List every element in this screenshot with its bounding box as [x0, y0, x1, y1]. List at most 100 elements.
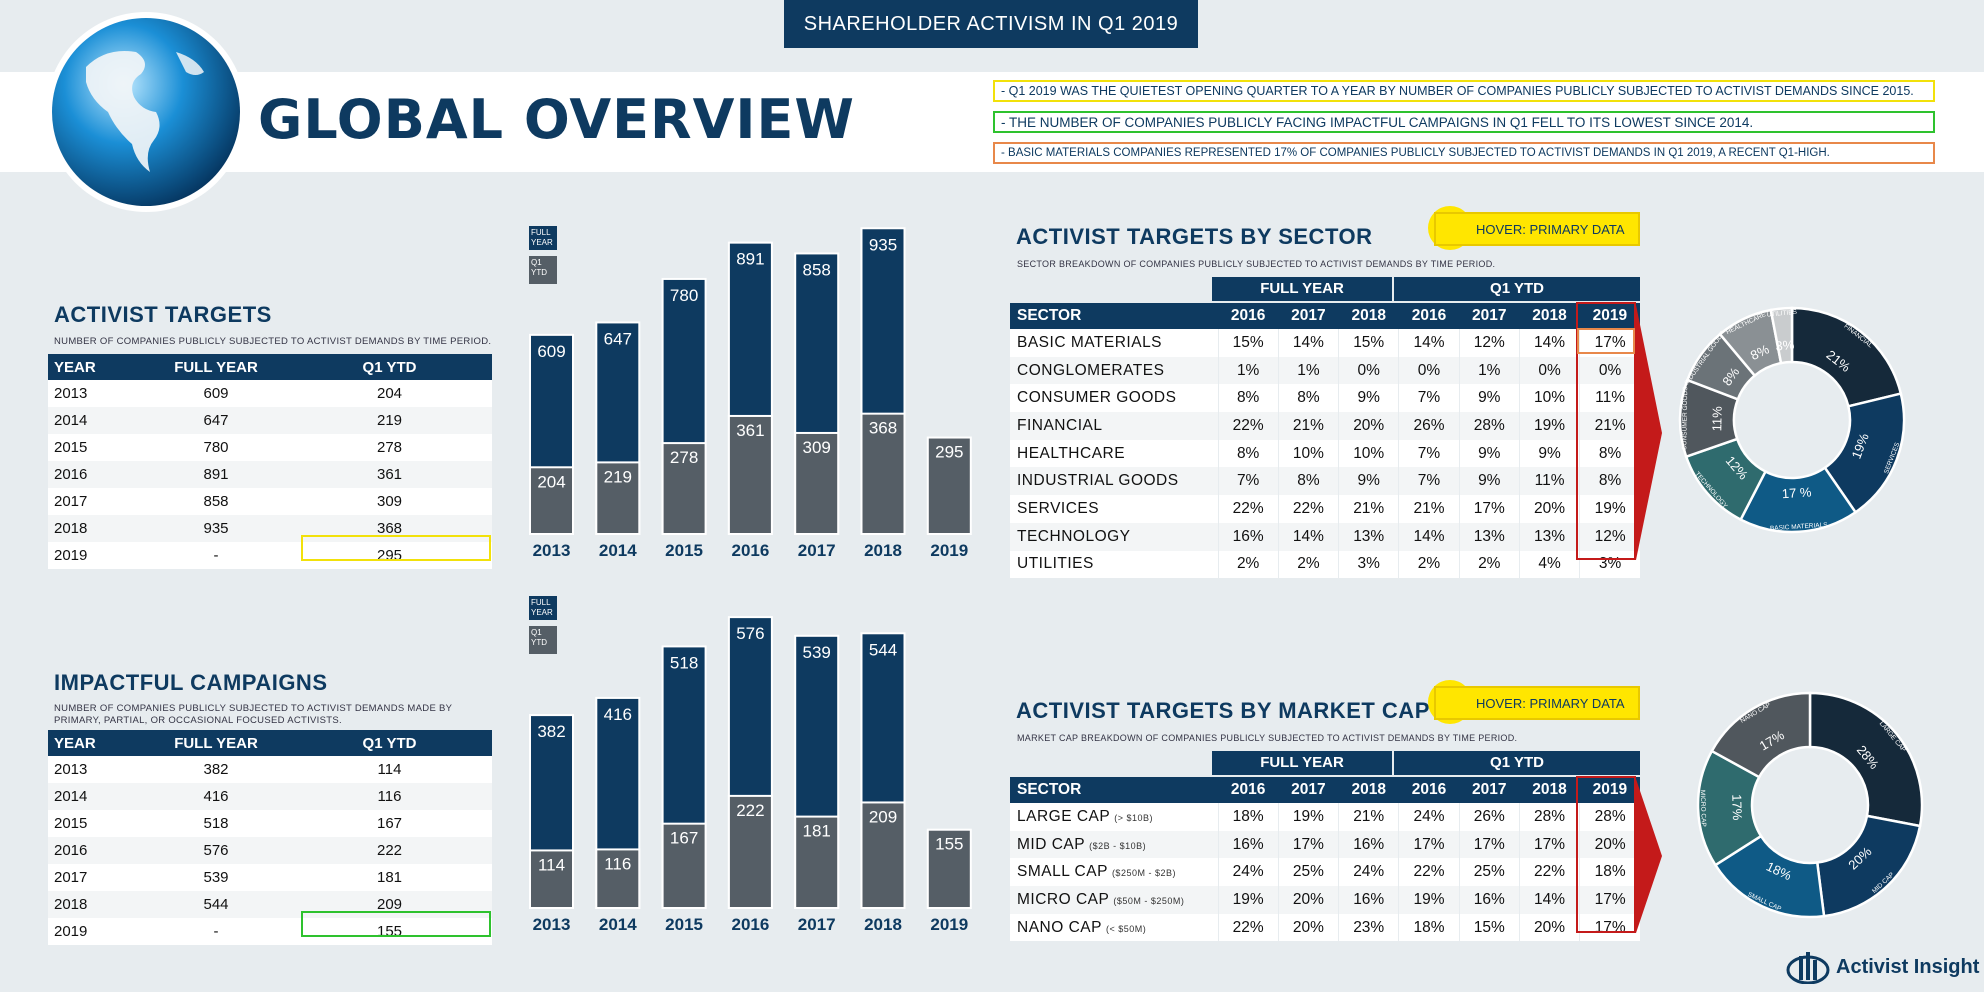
- x-tick-label: 2019: [930, 541, 968, 560]
- bar-label-q1-ytd: 155: [935, 835, 963, 854]
- table-cell: MID CAP ($2B - $10B): [1010, 830, 1218, 859]
- table-row: LARGE CAP (> $10B) 18% 19% 21% 24% 26% 28% 28%: [1010, 803, 1640, 831]
- table-cell: 13%: [1338, 522, 1399, 551]
- bar-q1-ytd: [794, 431, 840, 535]
- bar-label-full-year: 858: [803, 260, 831, 279]
- table-row: 2013 382 114: [48, 756, 492, 783]
- bar-label-full-year: 935: [869, 235, 897, 254]
- insight-bullet: - BASIC MATERIALS COMPANIES REPRESENTED …: [993, 142, 1935, 164]
- marketcap-subtitle: MARKET CAP BREAKDOWN OF COMPANIES PUBLIC…: [1017, 733, 1518, 743]
- table-cell: 18%: [1398, 913, 1460, 942]
- bar-label-full-year: 780: [670, 286, 698, 305]
- donut-slice: [1710, 691, 1812, 779]
- table-cell: CONGLOMERATES: [1010, 356, 1218, 385]
- bar-label-q1-ytd: 204: [537, 472, 565, 491]
- table-cell: 891: [145, 461, 287, 488]
- sector-title: ACTIVIST TARGETS BY SECTOR: [1016, 224, 1373, 249]
- table-cell: 28%: [1518, 803, 1580, 831]
- bar-label-full-year: 539: [803, 643, 831, 662]
- legend-full-year: FULL YEAR: [529, 596, 557, 620]
- page-title: GLOBAL OVERVIEW: [258, 88, 855, 151]
- table-row: 2013 609 204: [48, 380, 492, 407]
- table-cell: 368: [287, 515, 492, 542]
- table-cell: 9%: [1458, 439, 1520, 468]
- banner-title: SHAREHOLDER ACTIVISM IN Q1 2019: [784, 0, 1198, 48]
- table-cell: 12%: [1458, 329, 1520, 357]
- table-cell: 14%: [1277, 329, 1339, 357]
- bar-label-q1-ytd: 219: [604, 467, 632, 486]
- column-header: 2016: [1398, 303, 1460, 329]
- insight-bullet: - THE NUMBER OF COMPANIES PUBLICLY FACIN…: [993, 111, 1935, 133]
- table-cell: LARGE CAP (> $10B): [1010, 803, 1218, 831]
- table-cell: 361: [287, 461, 492, 488]
- bar-q1-ytd: [727, 414, 773, 535]
- table-row: 2014 416 116: [48, 783, 492, 810]
- table-header-row: YEAR FULL YEAR Q1 YTD: [48, 354, 492, 380]
- table-row: MICRO CAP ($50M - $250M) 19% 20% 16% 19% 16% 14…: [1010, 886, 1640, 914]
- table-row: BASIC MATERIALS 15% 14% 15% 14% 12% 14% 17%: [1010, 329, 1640, 357]
- column-header: 2017: [1459, 303, 1520, 329]
- globe-logo: [46, 12, 246, 212]
- highlight-column-2019: [1576, 776, 1636, 933]
- x-tick-label: 2015: [665, 915, 703, 934]
- hover-primary-data-button[interactable]: HOVER: PRIMARY DATA: [1434, 686, 1640, 720]
- cap-range: ($50M - $250M): [1113, 895, 1185, 906]
- table-cell: 2015: [48, 434, 145, 461]
- table-row: SERVICES 22% 22% 21% 21% 17% 20% 19%: [1010, 495, 1640, 523]
- column-header: 2016: [1398, 777, 1460, 803]
- bar-q1-ytd: [926, 828, 972, 910]
- table-cell: 16%: [1217, 522, 1279, 551]
- table-cell: 14%: [1398, 329, 1460, 357]
- table-row: 2019-155: [48, 918, 492, 945]
- table-cell: 544: [145, 891, 287, 918]
- sector-subtitle: SECTOR BREAKDOWN OF COMPANIES PUBLICLY S…: [1017, 259, 1496, 269]
- table-cell: 15%: [1458, 913, 1520, 942]
- table-cell: 17%: [1518, 830, 1580, 859]
- donut-slice: [1808, 691, 1924, 828]
- table-cell: 22%: [1277, 495, 1339, 523]
- table-cell: 20%: [1579, 830, 1640, 859]
- table-cell: 17%: [1458, 495, 1520, 523]
- bar-label-q1-ytd: 181: [803, 822, 831, 841]
- group-header-full-year: FULL YEAR: [1212, 277, 1392, 301]
- table-cell: 2015: [48, 810, 145, 837]
- table-cell: 114: [287, 756, 492, 783]
- table-cell: UTILITIES: [1010, 550, 1218, 579]
- table-cell: 26%: [1398, 412, 1460, 440]
- column-header: 2019: [1579, 303, 1640, 329]
- legend-full-year: FULL YEAR: [529, 226, 557, 250]
- table-header-row: YEAR FULL YEAR Q1 YTD: [48, 730, 492, 756]
- column-header: 2018: [1519, 777, 1580, 803]
- table-cell: 7%: [1217, 467, 1279, 496]
- x-tick-label: 2015: [665, 541, 703, 560]
- bar-label-q1-ytd: 222: [736, 801, 764, 820]
- table-cell: 576: [145, 837, 287, 864]
- table-cell: 21%: [1579, 412, 1640, 440]
- x-tick-label: 2016: [731, 915, 769, 934]
- table-cell: 20%: [1518, 913, 1580, 942]
- column-header: 2017: [1459, 777, 1520, 803]
- table-cell: BASIC MATERIALS: [1010, 329, 1218, 357]
- table-cell: 204: [287, 380, 492, 407]
- slice-value-label: 8%: [1748, 341, 1772, 363]
- impactful-campaigns-subtitle: PRIMARY, PARTIAL, OR OCCASIONAL FOCUSED …: [54, 715, 342, 726]
- hover-primary-data-button[interactable]: HOVER: PRIMARY DATA: [1434, 212, 1640, 246]
- table-cell: 12%: [1579, 522, 1640, 551]
- table-cell: 935: [145, 515, 287, 542]
- slice-value-label: 11%: [1709, 406, 1724, 432]
- table-cell: 2019: [48, 542, 145, 569]
- cap-label: NANO CAP: [1017, 918, 1102, 936]
- column-header: 2018: [1338, 777, 1399, 803]
- table-cell: 2%: [1277, 550, 1339, 579]
- table-cell: 25%: [1277, 858, 1339, 887]
- bullet-text: - THE NUMBER OF COMPANIES PUBLICLY FACIN…: [1001, 114, 1754, 130]
- group-header-q1-ytd: Q1 YTD: [1394, 751, 1640, 775]
- table-cell: 20%: [1518, 495, 1580, 523]
- bar-label-full-year: 544: [869, 640, 897, 659]
- table-cell: 16%: [1338, 830, 1399, 859]
- marketcap-title: ACTIVIST TARGETS BY MARKET CAP: [1016, 698, 1430, 723]
- bar-label-q1-ytd: 295: [935, 443, 963, 462]
- bar-label-q1-ytd: 278: [670, 448, 698, 467]
- table-cell: 780: [145, 434, 287, 461]
- bar-label-q1-ytd: 368: [869, 419, 897, 438]
